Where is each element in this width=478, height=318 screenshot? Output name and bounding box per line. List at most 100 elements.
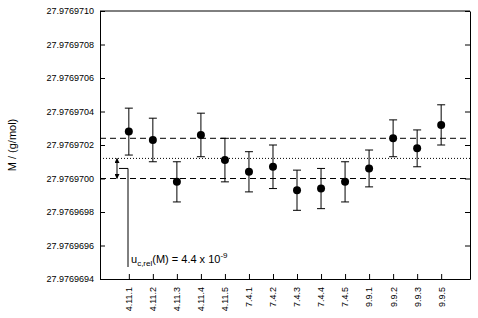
error-bar-cap [413,129,421,130]
error-bar [245,152,253,192]
error-bar-cap [413,166,421,167]
point [413,144,421,152]
x-tick: 7.4.3 [292,274,302,307]
point [317,185,325,193]
y-tick-mark [100,112,105,113]
error-bar-cap [173,161,181,162]
error-bar-cap [341,201,349,202]
chart: 27.976969427.976969627.976969827.9769700… [0,0,478,318]
error-bar-cap [293,170,301,171]
x-tick: 4.11.2 [148,274,158,311]
x-tick-label: 9.9.1 [364,287,374,307]
error-bar [341,162,349,202]
reference-line-mean [100,158,470,159]
error-bar-cap [149,161,157,162]
y-tick-mark [100,212,105,213]
y-tick: 27.9769710 [46,6,105,16]
y-tick-mark-right [465,45,470,46]
y-tick: 27.9769708 [46,40,105,50]
error-bar [269,145,277,189]
point [245,168,253,176]
x-tick-mark [129,274,130,279]
error-bar [437,105,445,145]
y-tick-right [465,246,470,247]
y-tick-label: 27.9769694 [46,274,94,284]
y-tick: 27.9769694 [46,274,105,284]
y-axis-right-line [470,12,471,280]
uncertainty-arrow [117,158,118,178]
annotation-text: (M) = 4.4 x 10 [152,253,220,265]
error-bar-cap [221,181,229,182]
y-tick: 27.9769702 [46,140,105,150]
x-tick: 4.11.5 [220,274,230,311]
point [341,178,349,186]
x-tick-mark [393,274,394,279]
error-bar [317,168,325,208]
point [149,136,157,144]
annotation-superscript: -9 [220,251,228,260]
annotation-connector [119,168,128,267]
y-tick-label: 27.9769698 [46,207,94,217]
y-tick-label: 27.9769704 [46,107,94,117]
error-bar-cap [269,145,277,146]
y-tick: 27.9769706 [46,73,105,83]
error-bar [389,120,397,157]
annotation-subscript: c,rel [137,259,152,268]
error-bar-cap [341,161,349,162]
error-bar [365,150,373,187]
y-tick-label: 27.9769708 [46,40,94,50]
x-tick: 7.4.1 [244,274,254,307]
x-tick-mark [273,274,274,279]
error-bar-cap [125,108,133,109]
y-tick-right [465,78,470,79]
x-tick-mark [249,274,250,279]
x-tick: 9.9.3 [413,274,423,307]
y-tick-mark-right [465,246,470,247]
x-tick: 4.11.3 [172,274,182,311]
y-tick-right [465,212,470,213]
y-tick-label: 27.9769710 [46,6,94,16]
error-bar-cap [389,119,397,120]
x-tick-label: 4.11.3 [172,287,182,311]
x-tick-label: 9.9.5 [437,287,447,307]
y-tick-mark [100,145,105,146]
y-tick-label: 27.9769706 [46,73,94,83]
point [173,178,181,186]
error-bar-cap [173,201,181,202]
y-axis: 27.976969427.976969627.976969827.9769700… [46,6,105,284]
y-axis-title: M / (g/mol) [6,119,18,172]
x-tick-mark [321,274,322,279]
x-tick-label: 4.11.4 [196,287,206,311]
x-tick-label: 7.4.4 [316,287,326,307]
point [437,121,445,129]
error-bar [413,130,421,167]
y-tick-right [465,145,470,146]
x-tick-mark [441,274,442,279]
point [389,134,397,142]
error-bar-cap [149,118,157,119]
y-tick-label: 27.9769702 [46,140,94,150]
x-tick-label: 7.4.3 [292,287,302,307]
x-tick-mark [297,274,298,279]
x-tick: 7.4.5 [340,274,350,307]
y-tick-mark-right [465,78,470,79]
x-tick-mark [177,274,178,279]
y-tick: 27.9769696 [46,241,105,251]
error-bar-cap [365,150,373,151]
y-tick-mark-right [465,145,470,146]
error-bar-cap [125,155,133,156]
point [221,156,229,164]
x-tick-mark [225,274,226,279]
error-bar [149,118,157,162]
frame-top [100,11,470,12]
y-tick-right [465,112,470,113]
y-tick-mark [100,45,105,46]
error-bar-cap [389,156,397,157]
error-bar [173,162,181,202]
x-tick-label: 4.11.2 [148,287,158,311]
error-bar-cap [221,138,229,139]
x-tick: 4.11.4 [196,274,206,311]
x-tick-label: 7.4.2 [268,287,278,307]
reference-line-lower [100,178,470,179]
x-axis: 4.11.14.11.24.11.34.11.44.11.57.4.17.4.2… [101,274,471,311]
